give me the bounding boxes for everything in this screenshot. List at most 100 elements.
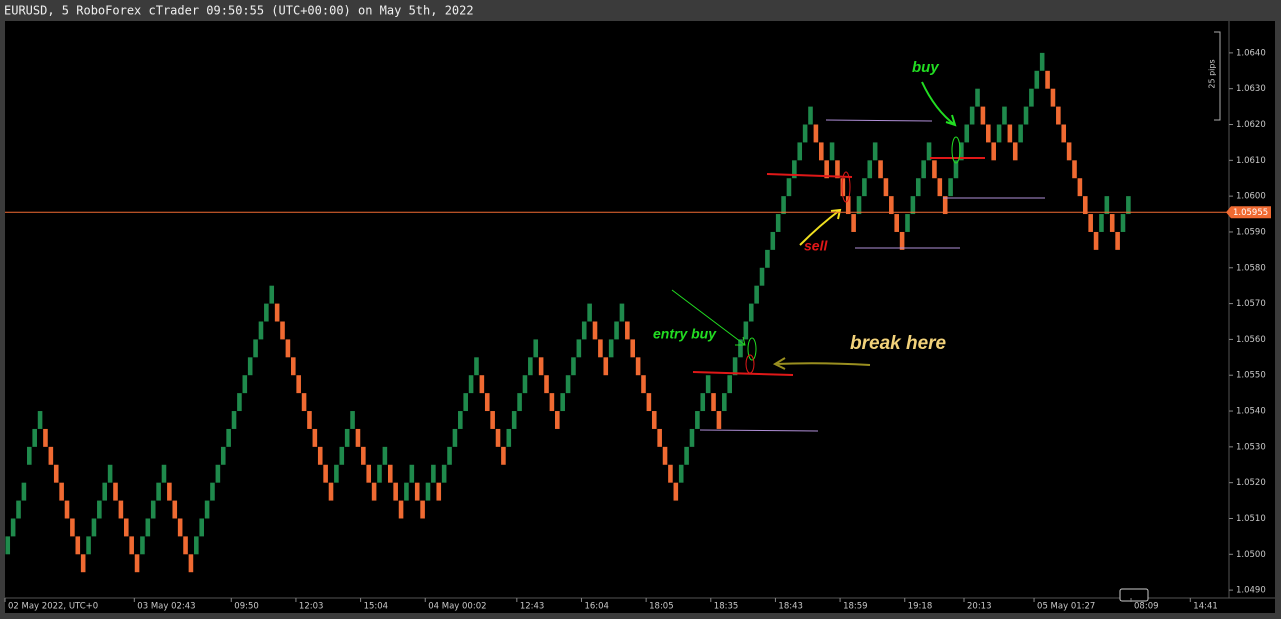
- down-brick: [716, 411, 722, 429]
- arrow: [921, 81, 957, 127]
- down-brick: [291, 357, 296, 376]
- down-brick: [70, 518, 75, 537]
- down-brick: [490, 411, 495, 429]
- up-brick: [215, 464, 221, 483]
- up-brick: [921, 160, 926, 179]
- up-brick: [608, 339, 614, 358]
- up-brick: [781, 196, 786, 215]
- down-brick: [835, 160, 840, 179]
- down-brick: [603, 357, 609, 376]
- down-brick: [436, 482, 442, 501]
- up-brick: [258, 321, 264, 340]
- up-brick: [738, 339, 743, 358]
- up-brick: [156, 482, 161, 501]
- x-tick-label: 20:13: [967, 602, 992, 612]
- down-brick: [312, 428, 318, 447]
- down-brick: [894, 214, 900, 232]
- up-brick: [862, 178, 867, 197]
- up-brick: [10, 518, 16, 537]
- y-tick-label: 1.0560: [1236, 335, 1266, 345]
- down-brick: [630, 339, 636, 358]
- up-brick: [102, 482, 108, 501]
- scale-label: 25 pips: [1208, 59, 1217, 88]
- up-brick: [872, 142, 878, 161]
- down-brick: [668, 464, 673, 483]
- y-tick-label: 1.0500: [1236, 550, 1266, 560]
- up-brick: [204, 500, 210, 519]
- down-brick: [501, 446, 506, 465]
- up-brick: [145, 518, 151, 537]
- down-brick: [840, 178, 846, 197]
- down-brick: [899, 231, 905, 250]
- down-brick: [932, 160, 937, 179]
- up-brick: [247, 357, 253, 376]
- y-tick-label: 1.0550: [1236, 371, 1266, 381]
- down-brick: [484, 393, 490, 412]
- up-brick: [86, 536, 91, 555]
- up-brick: [506, 428, 512, 447]
- x-tick-label: 18:05: [649, 602, 674, 612]
- down-brick: [845, 196, 851, 215]
- up-brick: [210, 482, 215, 501]
- down-brick: [280, 321, 285, 340]
- up-brick: [140, 536, 145, 555]
- up-brick: [226, 428, 231, 447]
- up-brick: [867, 160, 873, 179]
- x-tick-label: 18:59: [843, 602, 868, 612]
- up-brick: [474, 357, 479, 376]
- up-brick: [1029, 88, 1034, 107]
- down-brick: [673, 482, 679, 501]
- y-tick-label: 1.0640: [1236, 48, 1266, 58]
- down-brick: [598, 339, 603, 358]
- up-brick: [727, 375, 732, 394]
- down-brick: [592, 321, 598, 340]
- down-brick: [495, 428, 501, 447]
- arrow: [671, 289, 746, 346]
- up-brick: [458, 411, 463, 429]
- up-brick: [969, 106, 975, 125]
- up-brick: [253, 339, 258, 358]
- y-tick-label: 1.0520: [1236, 478, 1266, 488]
- up-brick: [1023, 106, 1029, 125]
- up-brick: [350, 411, 355, 429]
- up-brick: [829, 142, 835, 161]
- down-brick: [361, 446, 366, 465]
- down-brick: [1082, 196, 1088, 215]
- current-price-box: [1226, 206, 1271, 219]
- down-brick: [657, 428, 662, 447]
- up-brick: [431, 464, 436, 483]
- up-brick: [689, 428, 695, 447]
- up-brick: [237, 393, 242, 412]
- y-tick-label: 1.0540: [1236, 407, 1266, 417]
- x-tick-label: 09:50: [234, 602, 258, 612]
- annotation: buy: [912, 59, 939, 76]
- up-brick: [722, 393, 727, 412]
- marker: [841, 171, 851, 203]
- down-brick: [1012, 142, 1018, 161]
- up-brick: [802, 124, 808, 143]
- down-brick: [414, 482, 420, 501]
- up-brick: [964, 124, 970, 143]
- down-brick: [813, 124, 819, 143]
- down-brick: [1007, 124, 1013, 143]
- y-tick-label: 1.0490: [1236, 586, 1266, 596]
- down-brick: [371, 482, 377, 501]
- y-tick-label: 1.0620: [1236, 120, 1266, 130]
- up-brick: [97, 500, 102, 519]
- up-brick: [220, 446, 226, 465]
- up-brick: [452, 428, 458, 447]
- down-brick: [980, 106, 986, 125]
- arrow: [772, 357, 871, 370]
- down-brick: [328, 482, 334, 501]
- down-brick: [1061, 124, 1067, 143]
- y-tick-label: 1.0530: [1236, 442, 1266, 452]
- up-brick: [732, 357, 738, 376]
- down-brick: [818, 142, 824, 161]
- down-brick: [1045, 70, 1050, 89]
- up-brick: [242, 375, 248, 394]
- bricks: [5, 52, 1131, 573]
- down-brick: [317, 446, 323, 465]
- annotation: sell: [804, 238, 828, 254]
- chart-title: EURUSD, 5 RoboForex cTrader 09:50:55 (UT…: [4, 4, 474, 18]
- down-brick: [889, 196, 894, 215]
